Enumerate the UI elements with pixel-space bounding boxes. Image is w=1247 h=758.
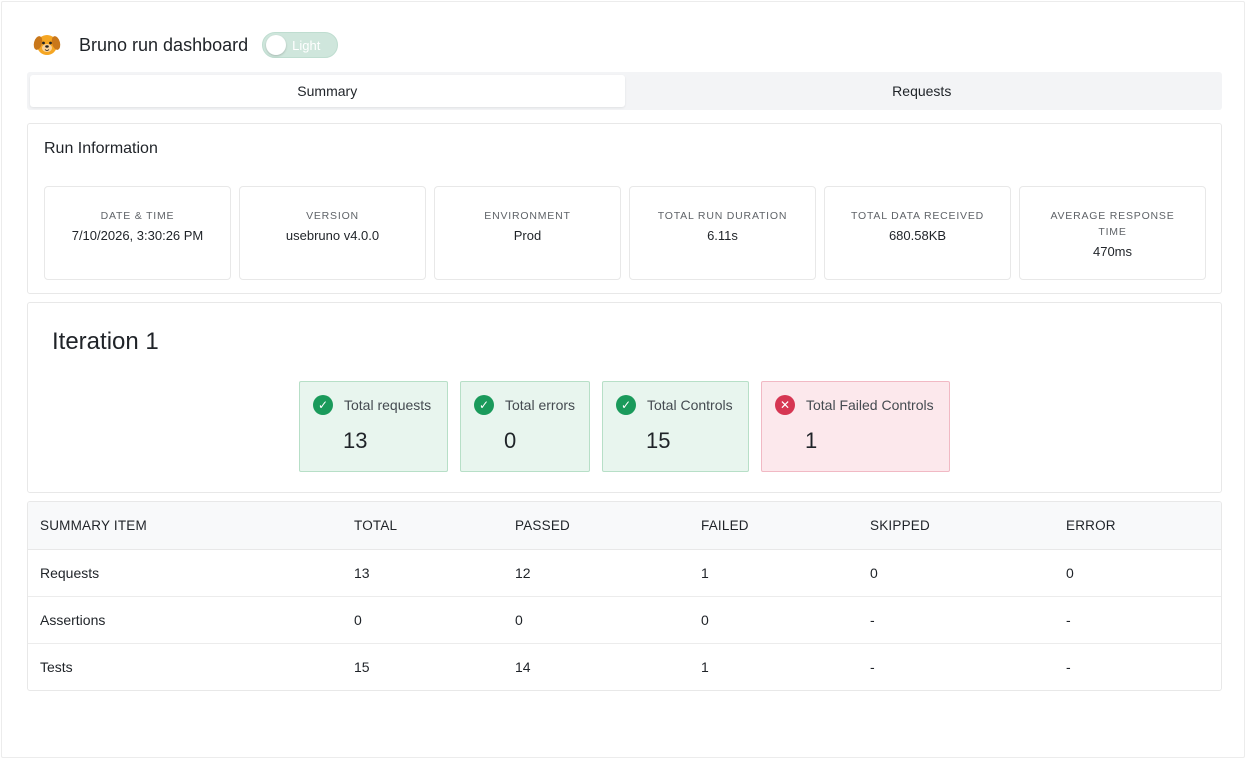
cell-skipped: 0	[858, 549, 1054, 597]
info-card-average-response-time: AVERAGE RESPONSE TIME 470ms	[1019, 186, 1206, 280]
run-information-title: Run Information	[44, 140, 158, 157]
stat-label: Total Failed Controls	[806, 397, 934, 413]
cell-passed: 0	[503, 596, 689, 644]
cell-total: 0	[342, 596, 503, 644]
cell-total: 13	[342, 549, 503, 597]
table-row: Requests 13 12 1 0 0	[28, 549, 1221, 597]
tab-bar: Summary Requests	[27, 72, 1222, 110]
column-header-failed: FAILED	[689, 502, 858, 550]
check-circle-icon: ✓	[313, 395, 333, 415]
tab-summary[interactable]: Summary	[30, 75, 625, 107]
tab-requests[interactable]: Requests	[892, 83, 952, 99]
stat-card-total-failed-controls: ✕ Total Failed Controls 1	[761, 381, 950, 472]
check-circle-icon: ✓	[474, 395, 494, 415]
cell-summary-item: Assertions	[28, 596, 342, 644]
app-title: Bruno run dashboard	[79, 34, 249, 55]
info-value: usebruno v4.0.0	[285, 228, 380, 243]
column-header-passed: PASSED	[503, 502, 689, 550]
theme-toggle-label: Light	[292, 37, 321, 53]
cell-error: -	[1054, 596, 1221, 644]
column-header-total: TOTAL	[342, 502, 503, 550]
info-label: TOTAL RUN DURATION	[657, 210, 788, 222]
column-header-skipped: SKIPPED	[858, 502, 1054, 550]
table-header-row: SUMMARY ITEM TOTAL PASSED FAILED SKIPPED…	[28, 502, 1221, 550]
info-value: 470ms	[1092, 244, 1133, 259]
cell-summary-item: Tests	[40, 658, 73, 675]
column-header-error: ERROR	[1054, 502, 1221, 550]
summary-table: SUMMARY ITEM TOTAL PASSED FAILED SKIPPED…	[27, 501, 1222, 691]
table-row: Tests 15 14 1 - -	[28, 643, 1221, 690]
stat-value: 13	[343, 428, 368, 453]
bruno-dog-logo-icon	[33, 35, 61, 55]
cell-skipped: -	[870, 658, 875, 675]
cell-passed: 12	[503, 549, 689, 597]
info-card-total-data-received: TOTAL DATA RECEIVED 680.58KB	[824, 186, 1011, 280]
info-value: Prod	[513, 228, 542, 243]
info-label: ENVIRONMENT	[484, 210, 571, 222]
run-info-cards: DATE & TIME 7/10/2026, 3:30:26 PM VERSIO…	[44, 186, 1206, 280]
info-value: 7/10/2026, 3:30:26 PM	[71, 228, 204, 243]
table-row: Assertions 0 0 0 - -	[28, 596, 1221, 644]
stat-card-total-requests: ✓ Total requests 13	[299, 381, 448, 472]
theme-toggle[interactable]: Light	[262, 32, 339, 58]
info-card-environment: ENVIRONMENT Prod	[434, 186, 621, 280]
cell-passed: 14	[515, 658, 531, 675]
cell-failed: 1	[689, 549, 858, 597]
cell-failed: 0	[689, 596, 858, 644]
stat-label: Total requests	[344, 397, 432, 413]
cell-skipped: -	[858, 596, 1054, 644]
info-label: VERSION	[306, 210, 359, 222]
iteration-title: Iteration 1	[52, 328, 159, 355]
stat-value: 0	[504, 428, 517, 453]
info-card-date-time: DATE & TIME 7/10/2026, 3:30:26 PM	[44, 186, 231, 280]
stat-value: 1	[805, 428, 818, 453]
stat-label: Total Controls	[647, 397, 733, 413]
run-information-panel: Run Information DATE & TIME 7/10/2026, 3…	[27, 123, 1222, 294]
info-label: AVERAGE RESPONSE TIME	[1050, 210, 1175, 238]
header: Bruno run dashboard Light	[32, 30, 339, 60]
x-circle-icon: ✕	[775, 395, 795, 415]
stat-card-total-controls: ✓ Total Controls 15	[602, 381, 749, 472]
iteration-panel: Iteration 1 ✓ Total requests 13 ✓ Total …	[27, 302, 1222, 493]
stat-card-total-errors: ✓ Total errors 0	[460, 381, 590, 472]
info-card-version: VERSION usebruno v4.0.0	[239, 186, 426, 280]
toggle-knob	[266, 35, 287, 55]
column-header-summary-item: SUMMARY ITEM	[28, 502, 342, 550]
cell-error: -	[1066, 658, 1071, 675]
info-card-total-run-duration: TOTAL RUN DURATION 6.11s	[629, 186, 816, 280]
cell-summary-item: Requests	[28, 549, 342, 597]
stat-label: Total errors	[505, 397, 576, 413]
cell-failed: 1	[701, 658, 709, 675]
info-value: 680.58KB	[888, 228, 947, 243]
info-label: DATE & TIME	[100, 210, 175, 222]
cell-error: 0	[1054, 549, 1221, 597]
info-value: 6.11s	[707, 228, 738, 243]
stat-value: 15	[646, 428, 671, 453]
iteration-stat-cards: ✓ Total requests 13 ✓ Total errors 0 ✓ T…	[299, 381, 962, 472]
cell-total: 15	[354, 658, 370, 675]
check-circle-icon: ✓	[616, 395, 636, 415]
info-label: TOTAL DATA RECEIVED	[850, 210, 985, 222]
